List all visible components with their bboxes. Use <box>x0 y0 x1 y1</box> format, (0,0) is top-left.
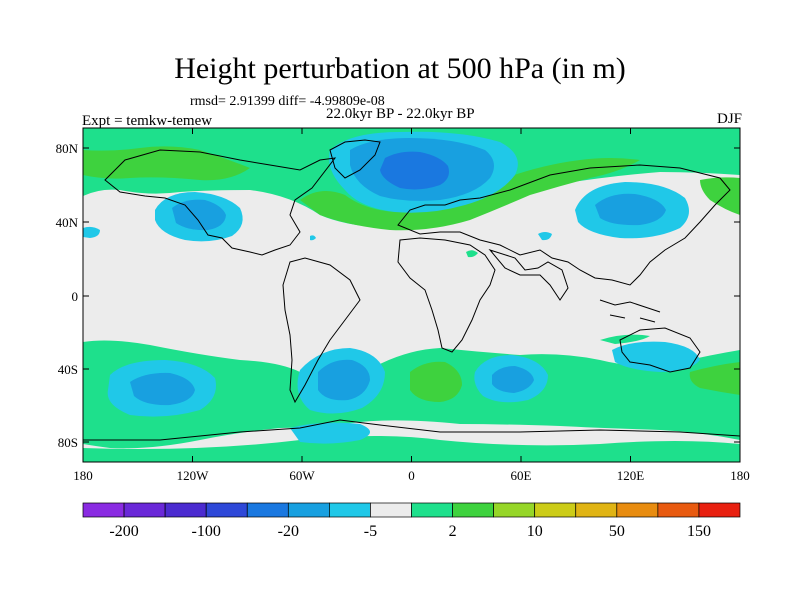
lat-tick-label: 80N <box>56 141 79 156</box>
stats-line: rmsd= 2.91399 diff= -4.99809e-08 <box>190 94 385 109</box>
lat-tick-label: 40N <box>56 215 79 230</box>
contour-pos-south-band <box>83 340 740 449</box>
coast-south-asia <box>488 249 569 301</box>
lon-tick-label: 60E <box>511 468 532 483</box>
colorbar-swatch <box>616 502 659 518</box>
colorbar-swatch <box>657 502 700 518</box>
period-label: 22.0kyr BP - 22.0kyr BP <box>326 106 475 122</box>
contour-neg-southpacific-core <box>130 372 195 406</box>
contour-neg-northpacific-west <box>83 226 100 238</box>
contour-neg-southafrica-core <box>492 366 534 393</box>
coast-africa <box>397 237 496 353</box>
colorbar-swatch <box>123 502 166 518</box>
field-contours <box>83 128 740 462</box>
lon-tick-label: 0 <box>408 468 415 483</box>
lon-tick-label: 120E <box>617 468 645 483</box>
colorbar-label: -5 <box>364 523 377 540</box>
lon-tick-label: 60W <box>289 468 315 483</box>
colorbar-swatch <box>698 502 741 518</box>
contour-neg-asia-core <box>595 193 666 226</box>
colorbar-swatch <box>287 502 330 518</box>
colorbar-swatch <box>370 502 412 518</box>
contour-pos-east-pacific-north <box>700 177 740 215</box>
colorbar-swatch <box>164 502 207 518</box>
experiment-label: Expt = temkw-temew <box>82 113 213 129</box>
colorbar-swatch <box>534 502 577 518</box>
colorbar-swatch <box>205 502 248 518</box>
contour-neg-northamerica-core <box>172 199 226 231</box>
coast-south-america <box>282 257 361 404</box>
colorbar: -200 -100 -20 -5 2 10 50 150 <box>82 502 741 540</box>
latitude-ticks: 80N 40N 0 40S 80S <box>56 141 740 450</box>
coast-antarctica <box>83 419 740 441</box>
colorbar-label: -100 <box>192 523 221 540</box>
lat-tick-label: 0 <box>72 289 79 304</box>
contour-neg-patch-atlantic <box>538 232 552 241</box>
coast-maritime-asia <box>599 299 661 323</box>
longitude-ticks: 180 120W 60W 0 60E 120E 180 <box>73 128 750 483</box>
colorbar-label: 50 <box>609 523 625 540</box>
lon-tick-label: 120W <box>177 468 210 483</box>
contour-pos-southwest-indian <box>600 334 650 344</box>
contour-neg-southamerica-core <box>318 359 370 401</box>
colorbar-swatch <box>575 502 618 518</box>
lon-tick-label: 180 <box>730 468 750 483</box>
season-label: DJF <box>716 111 742 127</box>
colorbar-swatch <box>246 502 289 518</box>
colorbar-swatch <box>452 502 494 518</box>
colorbar-swatch <box>411 502 453 518</box>
contour-neg-patch-pacific <box>310 235 316 241</box>
lon-tick-label: 180 <box>73 468 93 483</box>
plot-title: Height perturbation at 500 hPa (in m) <box>174 52 626 85</box>
contour-pos-south-atlantic-core <box>410 361 462 402</box>
lat-tick-label: 80S <box>58 435 78 450</box>
contour-pos-antarctic <box>83 436 740 462</box>
contour-neg-australia <box>612 341 700 372</box>
colorbar-label: 10 <box>527 523 543 540</box>
colorbar-swatch <box>493 502 536 518</box>
contour-neg-antarctic-west <box>290 422 370 444</box>
lat-tick-label: 40S <box>58 362 78 377</box>
contour-neg-europe-core <box>380 151 449 190</box>
coast-greenland <box>329 139 381 179</box>
contour-pos-south-indian-core <box>689 362 740 395</box>
colorbar-label: -200 <box>109 523 138 540</box>
contour-pos-patch-africa <box>466 250 478 258</box>
colorbar-label: -20 <box>278 523 299 540</box>
colorbar-label: 2 <box>449 523 457 540</box>
coastlines <box>83 139 740 441</box>
contour-pos-north-core <box>83 146 250 181</box>
colorbar-label: 150 <box>687 523 711 540</box>
coast-north-america <box>104 149 337 256</box>
coast-eurasia <box>397 164 731 286</box>
colorbar-swatch <box>329 502 371 518</box>
colorbar-swatch <box>82 502 125 518</box>
coast-australia <box>619 327 701 373</box>
